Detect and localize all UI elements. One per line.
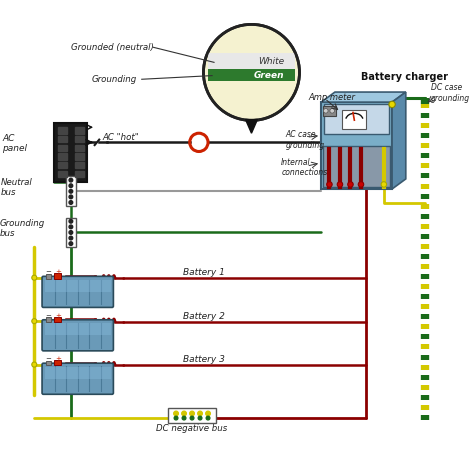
Bar <box>58 153 67 160</box>
Text: AC case
grounding: AC case grounding <box>286 130 325 150</box>
Text: −: − <box>46 356 51 362</box>
Bar <box>323 106 336 116</box>
Circle shape <box>389 101 395 108</box>
FancyBboxPatch shape <box>42 363 113 394</box>
Text: Grounding
bus: Grounding bus <box>0 219 45 238</box>
Circle shape <box>69 184 73 188</box>
Polygon shape <box>392 92 406 189</box>
Text: Neutral
bus: Neutral bus <box>1 178 33 197</box>
Circle shape <box>69 236 73 240</box>
Bar <box>323 146 390 187</box>
Text: Grounded (neutral): Grounded (neutral) <box>71 43 154 52</box>
Text: AC
panel: AC panel <box>2 134 27 153</box>
Circle shape <box>69 195 73 199</box>
Text: Battery 1: Battery 1 <box>183 268 225 277</box>
Circle shape <box>182 416 186 420</box>
Circle shape <box>203 24 300 120</box>
Circle shape <box>174 416 178 420</box>
Circle shape <box>69 178 73 182</box>
Bar <box>58 136 67 142</box>
Bar <box>74 136 84 142</box>
FancyBboxPatch shape <box>55 123 87 182</box>
Circle shape <box>69 219 73 223</box>
Circle shape <box>348 182 353 187</box>
Text: Internal
connections: Internal connections <box>281 158 328 177</box>
Bar <box>66 218 76 247</box>
Bar <box>208 53 295 70</box>
Bar <box>74 127 84 134</box>
Bar <box>45 323 110 335</box>
Circle shape <box>69 201 73 204</box>
Bar <box>342 109 366 129</box>
Bar <box>324 104 389 134</box>
Bar <box>45 367 110 379</box>
Circle shape <box>190 416 194 420</box>
FancyBboxPatch shape <box>42 320 113 351</box>
Circle shape <box>337 182 343 187</box>
Polygon shape <box>246 119 257 133</box>
Bar <box>66 176 76 206</box>
Text: −: − <box>46 313 51 319</box>
Circle shape <box>190 411 194 416</box>
Circle shape <box>323 109 328 113</box>
Text: Amp meter: Amp meter <box>309 93 356 102</box>
Bar <box>58 127 67 134</box>
Circle shape <box>174 411 178 416</box>
Circle shape <box>327 182 332 187</box>
Bar <box>58 171 67 177</box>
Circle shape <box>182 411 186 416</box>
Circle shape <box>32 275 37 280</box>
Text: Battery 3: Battery 3 <box>183 355 225 364</box>
Circle shape <box>198 411 202 416</box>
Text: Battery charger: Battery charger <box>361 72 448 82</box>
Circle shape <box>198 416 202 420</box>
Bar <box>55 273 61 279</box>
Text: Grounding: Grounding <box>91 75 137 84</box>
Circle shape <box>32 319 37 324</box>
Text: +: + <box>55 313 61 319</box>
FancyBboxPatch shape <box>42 276 113 308</box>
Text: White: White <box>258 57 284 66</box>
Circle shape <box>32 362 37 367</box>
Bar <box>208 69 295 81</box>
Circle shape <box>358 182 364 187</box>
FancyBboxPatch shape <box>321 102 392 189</box>
Circle shape <box>206 416 210 420</box>
Bar <box>46 318 51 322</box>
Circle shape <box>206 411 210 416</box>
Text: Battery 2: Battery 2 <box>183 311 225 320</box>
Bar <box>74 162 84 168</box>
Circle shape <box>69 190 73 193</box>
Bar <box>58 162 67 168</box>
Circle shape <box>330 109 335 113</box>
Bar <box>46 274 51 279</box>
Text: DC negative bus: DC negative bus <box>156 424 228 433</box>
Circle shape <box>381 182 387 187</box>
Text: −: − <box>46 269 51 275</box>
Bar <box>55 317 61 322</box>
Bar <box>58 145 67 151</box>
Bar <box>74 153 84 160</box>
Text: AC "hot": AC "hot" <box>103 133 140 142</box>
Text: +: + <box>55 356 61 362</box>
Bar <box>45 280 110 292</box>
Text: +: + <box>55 269 61 275</box>
Bar <box>55 360 61 365</box>
Circle shape <box>69 231 73 234</box>
Circle shape <box>69 242 73 246</box>
Text: DC case
grounding: DC case grounding <box>431 83 470 103</box>
Polygon shape <box>321 92 406 102</box>
Bar <box>46 361 51 365</box>
Bar <box>74 171 84 177</box>
Circle shape <box>69 225 73 228</box>
Text: Green: Green <box>254 71 284 80</box>
Bar <box>74 145 84 151</box>
Bar <box>168 408 216 423</box>
